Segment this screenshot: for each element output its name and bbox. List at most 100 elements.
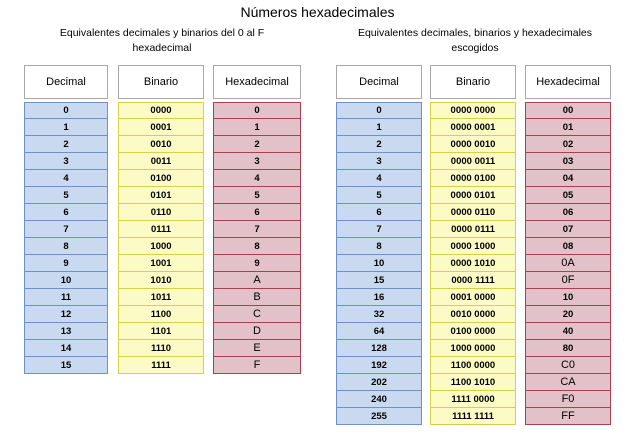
table-cell: 1100 1010 [430, 374, 516, 391]
left-subtitle-line2: hexadecimal [132, 42, 192, 54]
page-title: Números hexadecimales [240, 4, 395, 20]
table-cell: 1111 [118, 357, 204, 374]
left-table-subtitle: Equivalentes decimales y binarios del 0 … [24, 26, 300, 56]
table-cell: 64 [336, 323, 422, 340]
table-cell: 0110 [118, 204, 204, 221]
table-cell: 1111 0000 [430, 391, 516, 408]
table-cell: E [213, 340, 301, 357]
table-cell: 0A [525, 255, 611, 272]
right-decimal-header: Decimal [336, 65, 422, 99]
table-cell: 6 [336, 204, 422, 221]
table-cell: 5 [336, 187, 422, 204]
table-cell: 13 [24, 323, 108, 340]
table-cell: 6 [213, 204, 301, 221]
table-cell: 1110 [118, 340, 204, 357]
table-cell: 3 [24, 153, 108, 170]
table-cell: 1100 0000 [430, 357, 516, 374]
table-cell: 7 [213, 221, 301, 238]
left-decimal-header: Decimal [24, 65, 108, 99]
table-cell: 1010 [118, 272, 204, 289]
table-cell: 1 [24, 119, 108, 136]
table-cell: 202 [336, 374, 422, 391]
table-cell: B [213, 289, 301, 306]
table-cell: 0100 0000 [430, 323, 516, 340]
table-cell: 4 [336, 170, 422, 187]
table-cell: 9 [24, 255, 108, 272]
table-cell: 0001 0000 [430, 289, 516, 306]
table-cell: 04 [525, 170, 611, 187]
table-cell: 0 [213, 102, 301, 119]
table-cell: 14 [24, 340, 108, 357]
table-cell: 0000 0111 [430, 221, 516, 238]
table-cell: 0011 [118, 153, 204, 170]
table-cell: 15 [336, 272, 422, 289]
table-cell: 10 [24, 272, 108, 289]
table-cell: F0 [525, 391, 611, 408]
left-subtitle-line1: Equivalentes decimales y binarios del 0 … [59, 27, 265, 39]
table-cell: 4 [213, 170, 301, 187]
table-cell: 4 [24, 170, 108, 187]
left-decimal-column: Decimal 0 1 2 3 4 5 6 7 8 9 10 11 12 13 14 15 [24, 65, 108, 374]
table-cell: 0000 0001 [430, 119, 516, 136]
table-cell: 0F [525, 272, 611, 289]
table-cell: 255 [336, 408, 422, 425]
table-cell: 3 [336, 153, 422, 170]
table-cell: 0000 1010 [430, 255, 516, 272]
right-subtitle-line2: escogidos [451, 42, 499, 54]
table-cell: 1000 0000 [430, 340, 516, 357]
right-binary-cells: 0000 0000 0000 0001 0000 0010 0000 0011 0000… [430, 102, 516, 425]
table-cell: 32 [336, 306, 422, 323]
table-cell: 06 [525, 204, 611, 221]
table-cell: 7 [336, 221, 422, 238]
table-cell: 11 [24, 289, 108, 306]
table-cell: F [213, 357, 301, 374]
table-cell: 1001 [118, 255, 204, 272]
table-cell: 0111 [118, 221, 204, 238]
right-table-subtitle: Equivalentes decimales, binarios y hexad… [330, 26, 620, 56]
table-cell: 0001 [118, 119, 204, 136]
table-cell: CA [525, 374, 611, 391]
table-cell: 10 [525, 289, 611, 306]
right-hex-column: Hexadecimal 00 01 02 03 04 05 06 07 08 0A 0F 10 20 40… [525, 65, 611, 425]
table-cell: 1000 [118, 238, 204, 255]
left-decimal-cells: 0 1 2 3 4 5 6 7 8 9 10 11 12 13 14 15 [24, 102, 108, 374]
table-cell: 0010 [118, 136, 204, 153]
table-cell: 1111 1111 [430, 408, 516, 425]
table-cell: 05 [525, 187, 611, 204]
table-cell: 2 [213, 136, 301, 153]
table-cell: 40 [525, 323, 611, 340]
right-hex-header: Hexadecimal [525, 65, 611, 99]
left-binary-column: Binario 0000 0001 0010 0011 0100 0101 0110 0111… [118, 65, 204, 374]
table-cell: 1011 [118, 289, 204, 306]
table-cell: 5 [24, 187, 108, 204]
table-cell: 0 [336, 102, 422, 119]
table-cell: 8 [213, 238, 301, 255]
table-cell: 15 [24, 357, 108, 374]
table-cell: 0101 [118, 187, 204, 204]
table-cell: 0000 0101 [430, 187, 516, 204]
table-cell: 1 [213, 119, 301, 136]
table-cell: 8 [24, 238, 108, 255]
table-cell: 80 [525, 340, 611, 357]
table-cell: 0000 1000 [430, 238, 516, 255]
table-cell: 02 [525, 136, 611, 153]
table-cell: 01 [525, 119, 611, 136]
right-hex-cells: 00 01 02 03 04 05 06 07 08 0A 0F 10 20 40 80 C0 CA F0 FF [525, 102, 611, 425]
table-cell: FF [525, 408, 611, 425]
table-cell: 1 [336, 119, 422, 136]
table-cell: 0000 0100 [430, 170, 516, 187]
table-cell: 00 [525, 102, 611, 119]
table-cell: C0 [525, 357, 611, 374]
table-cell: 07 [525, 221, 611, 238]
table-cell: 08 [525, 238, 611, 255]
table-cell: 0010 0000 [430, 306, 516, 323]
left-binary-header: Binario [118, 65, 204, 99]
table-cell: 03 [525, 153, 611, 170]
table-cell: 10 [336, 255, 422, 272]
table-cell: 0000 0110 [430, 204, 516, 221]
table-cell: 2 [336, 136, 422, 153]
right-binary-column: Binario 0000 0000 0000 0001 0000 0010 0000 … [430, 65, 516, 425]
table-cell: 0000 0011 [430, 153, 516, 170]
table-cell: 1101 [118, 323, 204, 340]
table-cell: 3 [213, 153, 301, 170]
